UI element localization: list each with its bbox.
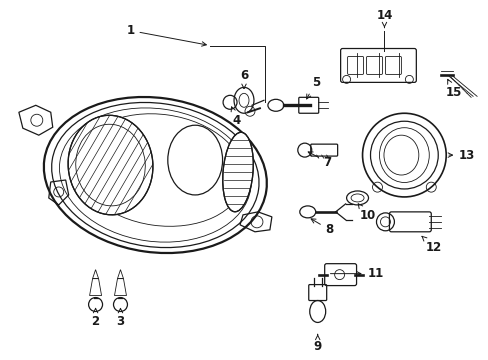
Ellipse shape: [223, 132, 253, 212]
Text: 11: 11: [330, 267, 383, 280]
Text: 2: 2: [91, 309, 100, 328]
Text: 3: 3: [116, 309, 124, 328]
Text: 9: 9: [313, 334, 321, 353]
Text: 5: 5: [306, 76, 319, 99]
Text: 1: 1: [126, 24, 206, 46]
Text: 4: 4: [231, 107, 241, 127]
Text: 13: 13: [447, 149, 474, 162]
Ellipse shape: [167, 125, 222, 195]
Text: 8: 8: [310, 219, 333, 236]
Text: 15: 15: [445, 79, 462, 99]
Text: 10: 10: [358, 204, 375, 222]
Text: 6: 6: [240, 69, 247, 89]
Ellipse shape: [68, 115, 153, 215]
Text: 12: 12: [421, 236, 442, 254]
Text: 7: 7: [307, 152, 331, 168]
Text: 14: 14: [375, 9, 392, 28]
